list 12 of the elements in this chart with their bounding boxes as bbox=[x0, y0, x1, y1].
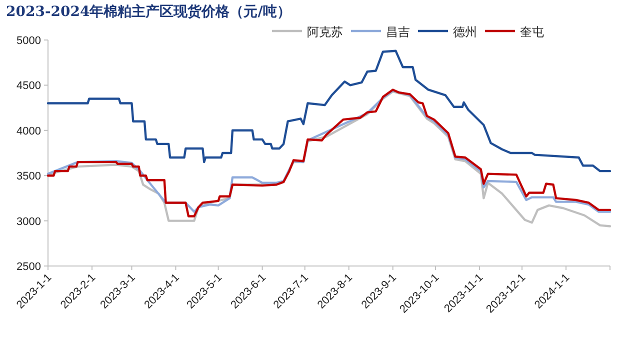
y-tick-label: 3500 bbox=[16, 170, 41, 183]
legend-label: 阿克苏 bbox=[307, 25, 343, 39]
line-series bbox=[46, 50, 612, 172]
chart-title: 2023-2024年棉粕主产区现货价格（元/吨） bbox=[6, 3, 291, 20]
y-tick-label: 4500 bbox=[16, 80, 41, 92]
legend-label: 德州 bbox=[453, 25, 477, 39]
y-tick-label: 4000 bbox=[16, 125, 41, 138]
y-tick-label: 3000 bbox=[16, 216, 41, 228]
y-tick-label: 2500 bbox=[16, 261, 41, 273]
legend-label: 昌吉 bbox=[386, 25, 410, 39]
legend-label: 奎屯 bbox=[520, 25, 544, 39]
y-tick-label: 5000 bbox=[16, 35, 41, 47]
